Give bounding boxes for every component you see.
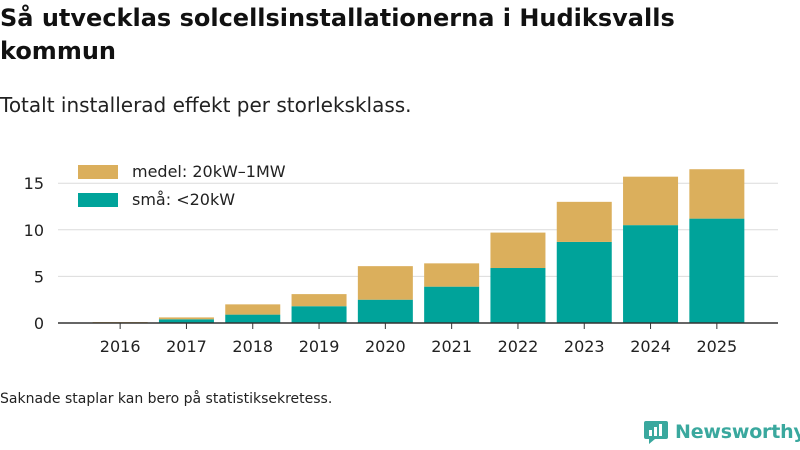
chart-subtitle: Totalt installerad effekt per storlekskl… (0, 93, 412, 117)
bar-small-2021 (424, 286, 480, 323)
bar-medium-2023 (556, 201, 612, 242)
chart-title: Så utvecklas solcellsinstallationerna i … (0, 4, 675, 65)
bar-medium-2020 (357, 266, 413, 300)
y-tick-label: 15 (24, 174, 44, 193)
bar-small-2025 (689, 218, 745, 323)
bar-small-2022 (490, 268, 546, 323)
x-tick-label: 2017 (166, 337, 207, 356)
bar-medium-2024 (623, 176, 679, 226)
bar-small-2018 (225, 314, 281, 323)
x-tick-label: 2019 (299, 337, 340, 356)
legend: medel: 20kW–1MW små: <20kW (78, 162, 286, 209)
legend-label-small: små: <20kW (132, 190, 235, 209)
bar-small-2020 (357, 299, 413, 323)
footnote: Saknade staplar kan bero på statistiksek… (0, 391, 333, 407)
bars (58, 169, 778, 324)
bar-small-2024 (623, 225, 679, 323)
bar-medium-2017 (158, 317, 214, 320)
x-tick-label: 2024 (630, 337, 671, 356)
bar-small-2019 (291, 306, 347, 323)
bar-small-2023 (556, 241, 612, 323)
newsworthy-brand[interactable]: Newsworthy (643, 419, 800, 445)
brand-name: Newsworthy (675, 421, 800, 443)
y-tick-label: 0 (34, 314, 44, 333)
y-axis-ticks: 0 5 10 15 (24, 174, 44, 333)
x-tick-label: 2018 (232, 337, 273, 356)
x-tick-label: 2021 (431, 337, 472, 356)
legend-swatch-medium (78, 165, 118, 179)
x-axis-ticks: 2016 2017 2018 2019 2020 2021 2022 2023 2024 2025 (100, 323, 737, 356)
bar-medium-2022 (490, 232, 546, 269)
legend-label-medium: medel: 20kW–1MW (132, 162, 286, 181)
bar-medium-2019 (291, 294, 347, 307)
x-tick-label: 2023 (564, 337, 605, 356)
x-tick-label: 2016 (100, 337, 141, 356)
bar-medium-2025 (689, 169, 745, 219)
bar-small-2017 (158, 319, 214, 323)
x-tick-label: 2025 (696, 337, 737, 356)
x-tick-label: 2022 (498, 337, 539, 356)
x-tick-label: 2020 (365, 337, 406, 356)
bar-medium-2018 (225, 304, 281, 315)
newsworthy-logo-icon (644, 421, 668, 444)
bar-medium-2021 (424, 263, 480, 287)
legend-swatch-small (78, 193, 118, 207)
y-tick-label: 10 (24, 221, 44, 240)
y-tick-label: 5 (34, 267, 44, 286)
